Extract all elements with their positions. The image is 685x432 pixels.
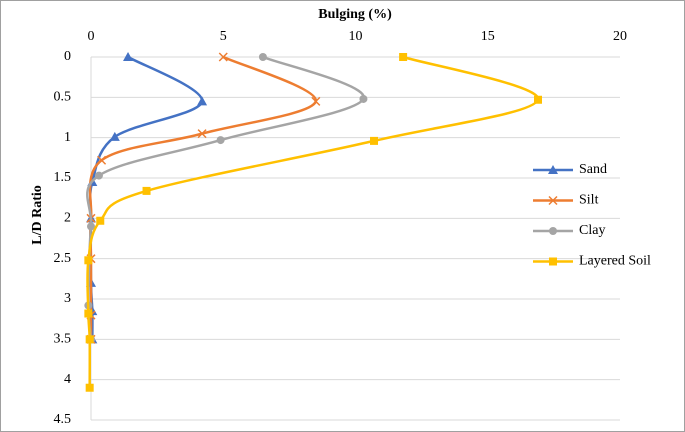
y-tick-label: 2 [64,211,71,226]
marker [218,52,228,62]
y-tick-label: 1 [64,130,71,145]
marker [549,227,557,235]
y-tick-label: 4.5 [54,412,72,427]
x-tick-label: 0 [88,29,95,44]
marker [548,195,558,206]
marker [85,335,94,344]
legend-label: Clay [579,223,605,238]
marker [359,94,368,103]
legend-label: Silt [579,193,599,208]
marker [197,129,207,139]
marker [109,131,120,141]
y-tick-label: 0 [64,49,71,64]
marker [87,222,95,231]
marker [84,309,93,318]
x-tick-label: 15 [481,29,495,44]
y-tick-label: 0.5 [54,90,72,105]
legend-label: Layered Soil [579,254,651,269]
x-tick-label: 10 [349,29,363,44]
legend-label: Sand [579,162,607,177]
marker [142,186,151,195]
marker [548,165,558,174]
x-tick-label: 5 [220,29,227,44]
x-axis-title: Bulging (%) [318,7,392,22]
marker [197,96,208,106]
marker [549,257,557,266]
y-axis-title: L/D Ratio [30,185,45,245]
marker [84,256,93,265]
y-tick-label: 3 [64,291,71,306]
marker [123,52,134,61]
marker [399,53,408,61]
marker [96,216,105,225]
marker [534,95,543,104]
marker [97,155,107,165]
x-tick-label: 20 [613,29,627,44]
y-tick-label: 1.5 [54,170,72,185]
y-tick-label: 3.5 [54,332,72,347]
y-tick-label: 4 [64,372,71,387]
marker [311,96,321,106]
marker [258,53,267,61]
marker [370,136,379,145]
marker [94,171,103,180]
y-tick-label: 2.5 [54,251,72,266]
marker [216,136,225,145]
marker [85,383,94,392]
